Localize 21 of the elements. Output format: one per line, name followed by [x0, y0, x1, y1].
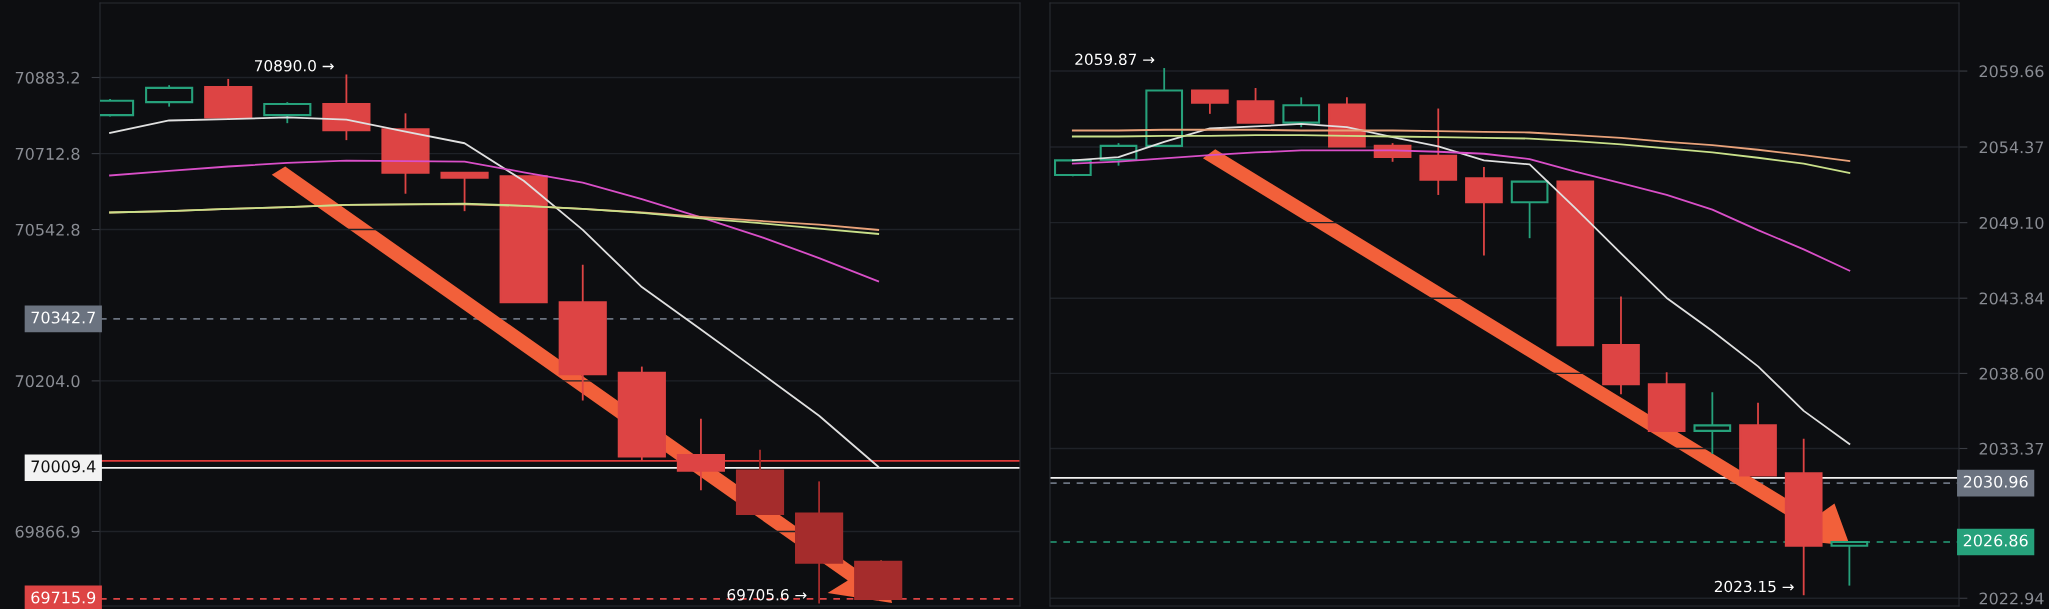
y-tick-label: 70883.2: [15, 71, 79, 84]
y-tick-label: 2049.10: [1979, 216, 2044, 229]
y-tick-label: 2033.37: [1979, 442, 2044, 455]
y-tick-label: 70712.8: [15, 147, 80, 160]
y-tick-label: 2059.66: [1979, 65, 2044, 78]
annotation: 69705.6 →: [727, 588, 807, 601]
y-tick-label: 70204.0: [15, 375, 80, 388]
ref-line-label: 70009.4: [31, 460, 96, 473]
annotation: 2059.87 →: [1075, 53, 1155, 66]
ref-line-label: 70342.7: [31, 311, 95, 324]
ref-line-label: 2026.86: [1963, 534, 2028, 547]
annotation: 2023.15 →: [1714, 580, 1794, 593]
ref-line-label: 69715.9: [31, 591, 96, 604]
y-tick-label: 2054.37: [1979, 141, 2044, 154]
y-tick-label: 69866.9: [15, 525, 80, 538]
ref-line-label: 2030.96: [1963, 475, 2028, 488]
y-tick-label: 70542.8: [15, 223, 80, 236]
y-tick-label: 2038.60: [1979, 367, 2044, 380]
annotation: 70890.0 →: [255, 59, 334, 72]
y-tick-label: 2022.94: [1979, 592, 2044, 605]
y-tick-label: 2043.84: [1979, 292, 2044, 305]
